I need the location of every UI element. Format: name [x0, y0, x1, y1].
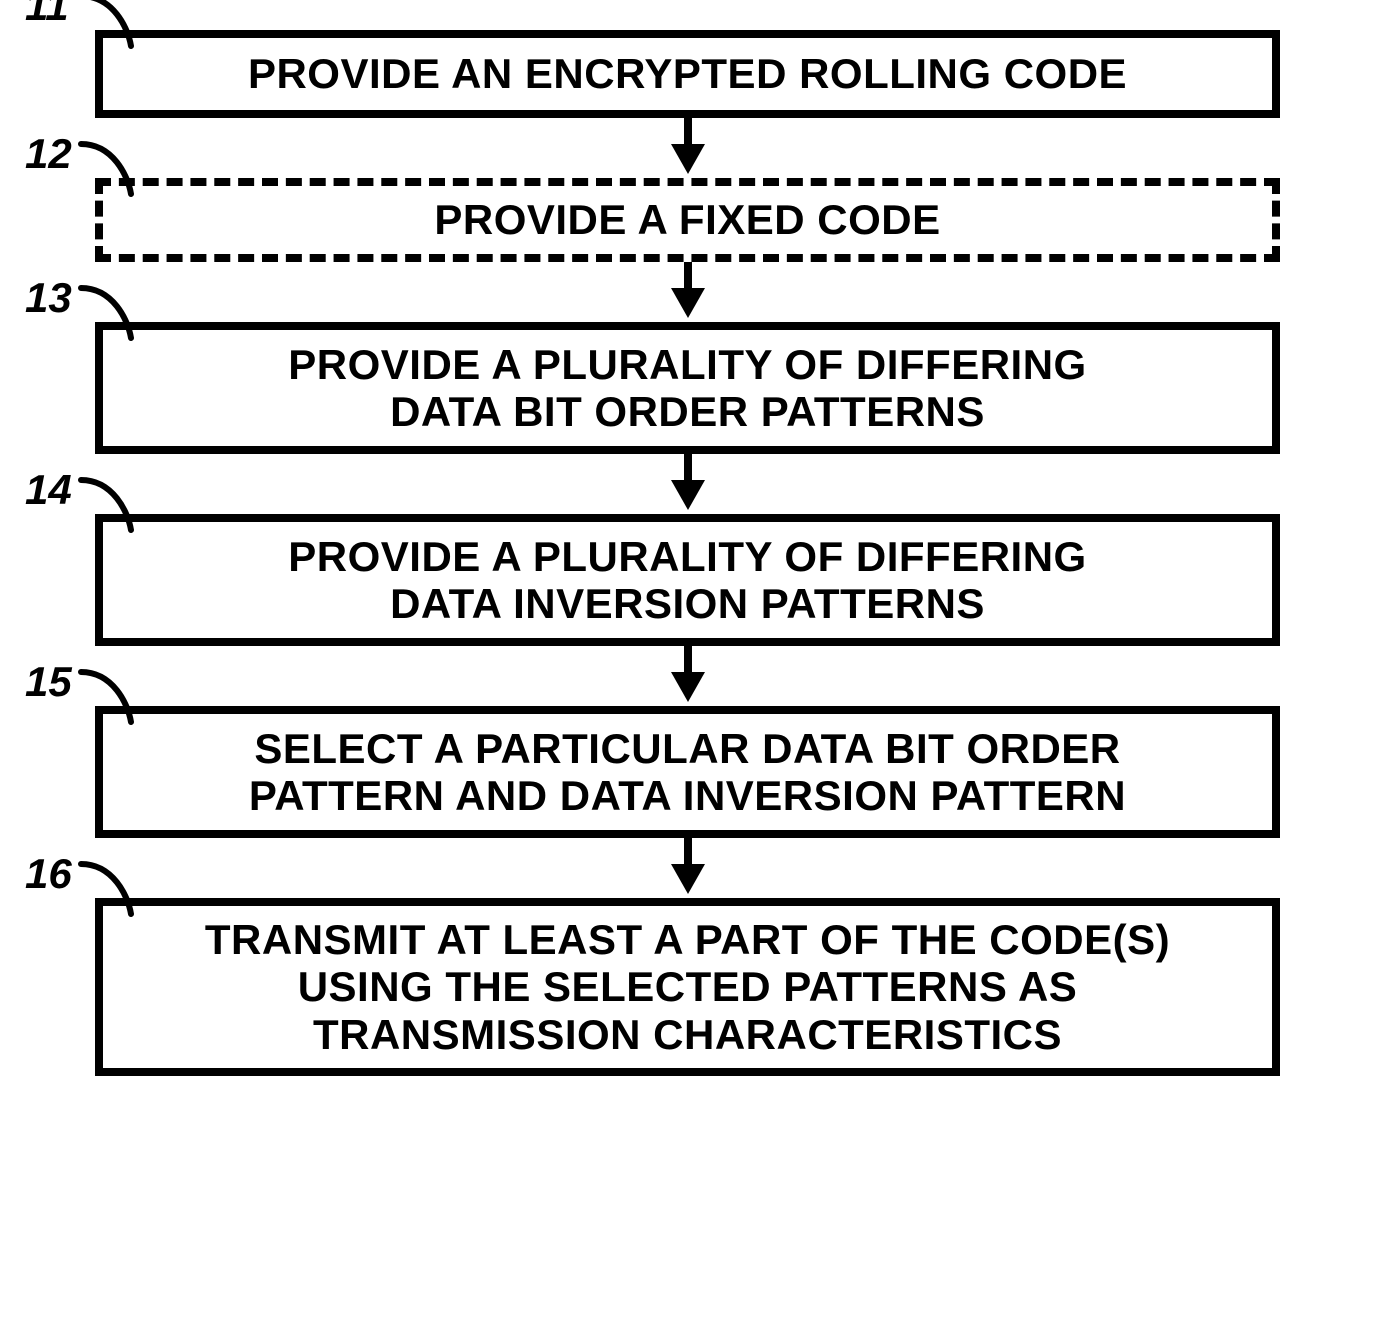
- flow-box-text-15: SELECT A PARTICULAR DATA BIT ORDERPATTER…: [249, 725, 1126, 819]
- flow-box-text-14: PROVIDE A PLURALITY OF DIFFERINGDATA INV…: [288, 533, 1086, 627]
- flowchart-container: 11PROVIDE AN ENCRYPTED ROLLING CODE 12PRO…: [95, 30, 1295, 1080]
- flow-step-11: 11PROVIDE AN ENCRYPTED ROLLING CODE: [95, 30, 1295, 118]
- flow-box-11: PROVIDE AN ENCRYPTED ROLLING CODE: [95, 30, 1280, 118]
- flow-step-14: 14PROVIDE A PLURALITY OF DIFFERINGDATA I…: [95, 514, 1295, 646]
- flow-box-text-11: PROVIDE AN ENCRYPTED ROLLING CODE: [248, 50, 1127, 97]
- flow-box-text-16: TRANSMIT AT LEAST A PART OF THE CODE(S)U…: [205, 916, 1170, 1057]
- flow-box-13: PROVIDE A PLURALITY OF DIFFERINGDATA BIT…: [95, 322, 1280, 454]
- ref-label-15: 15: [25, 658, 72, 706]
- flow-box-16: TRANSMIT AT LEAST A PART OF THE CODE(S)U…: [95, 898, 1280, 1076]
- flow-arrow-after-11: [95, 118, 1280, 174]
- flow-arrow-after-14: [95, 646, 1280, 702]
- ref-label-16: 16: [25, 850, 72, 898]
- ref-label-12: 12: [25, 130, 72, 178]
- flow-arrow-after-15: [95, 838, 1280, 894]
- flow-step-15: 15SELECT A PARTICULAR DATA BIT ORDERPATT…: [95, 706, 1295, 838]
- flow-box-12: PROVIDE A FIXED CODE: [95, 178, 1280, 262]
- flow-box-15: SELECT A PARTICULAR DATA BIT ORDERPATTER…: [95, 706, 1280, 838]
- flow-box-text-13: PROVIDE A PLURALITY OF DIFFERINGDATA BIT…: [288, 341, 1086, 435]
- ref-label-11: 11: [25, 0, 69, 30]
- flow-step-13: 13PROVIDE A PLURALITY OF DIFFERINGDATA B…: [95, 322, 1295, 454]
- flow-arrow-after-13: [95, 454, 1280, 510]
- flow-step-16: 16TRANSMIT AT LEAST A PART OF THE CODE(S…: [95, 898, 1295, 1076]
- flow-box-14: PROVIDE A PLURALITY OF DIFFERINGDATA INV…: [95, 514, 1280, 646]
- ref-label-14: 14: [25, 466, 72, 514]
- ref-label-13: 13: [25, 274, 72, 322]
- flow-arrow-after-12: [95, 262, 1280, 318]
- flow-box-text-12: PROVIDE A FIXED CODE: [434, 196, 940, 243]
- flow-step-12: 12PROVIDE A FIXED CODE: [95, 178, 1295, 262]
